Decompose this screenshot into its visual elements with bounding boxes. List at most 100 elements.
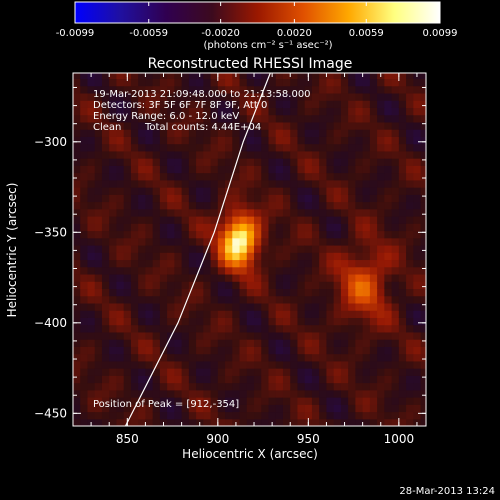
heatmap-cell [348,397,356,405]
heatmap-cell [283,216,291,224]
heatmap-cell [218,252,226,260]
heatmap-cell [225,202,233,210]
heatmap-cell [406,209,414,217]
heatmap-cell [160,238,168,246]
heatmap-cell [153,267,161,275]
heatmap-cell [283,412,291,420]
heatmap-cell [225,339,233,347]
heatmap-cell [399,288,407,296]
heatmap-cell [95,368,103,376]
heatmap-cell [203,180,211,188]
heatmap-cell [218,165,226,173]
heatmap-cell [334,173,342,181]
heatmap-cell [95,238,103,246]
heatmap-cell [341,173,349,181]
heatmap-cell [80,71,88,79]
heatmap-cell [406,390,414,398]
heatmap-cell [218,158,226,166]
heatmap-cell [348,100,356,108]
heatmap-cell [305,100,313,108]
heatmap-cell [218,151,226,159]
heatmap-cell [406,180,414,188]
heatmap-cell [87,310,95,318]
heatmap-cell [153,325,161,333]
heatmap-cell [247,368,255,376]
heatmap-cell [413,310,421,318]
chart-title: Reconstructed RHESSI Image [148,56,353,72]
heatmap-cell [413,317,421,325]
heatmap-cell [254,303,262,311]
heatmap-cell [225,412,233,420]
heatmap-cell [124,390,132,398]
heatmap-cell [145,202,153,210]
heatmap-cell [189,245,197,253]
heatmap-cell [312,100,320,108]
heatmap-cell [211,151,219,159]
heatmap-cell [341,383,349,391]
heatmap-cell [247,317,255,325]
heatmap-cell [297,223,305,231]
heatmap-cell [218,361,226,369]
heatmap-cell [363,390,371,398]
heatmap-cell [355,288,363,296]
heatmap-cell [334,129,342,137]
heatmap-cell [225,151,233,159]
heatmap-cell [334,115,342,123]
heatmap-cell [421,325,429,333]
heatmap-cell [80,144,88,152]
heatmap-cell [406,296,414,304]
heatmap-cell [261,404,269,412]
heatmap-cell [189,267,197,275]
heatmap-cell [211,267,219,275]
heatmap-cell [124,368,132,376]
heatmap-cell [167,165,175,173]
heatmap-cell [269,216,277,224]
heatmap-cell [182,332,190,340]
heatmap-cell [334,194,342,202]
heatmap-cell [406,165,414,173]
heatmap-cell [131,252,139,260]
heatmap-cell [73,180,81,188]
heatmap-cell [153,339,161,347]
heatmap-cell [131,158,139,166]
heatmap-cell [232,223,240,231]
heatmap-cell [153,317,161,325]
heatmap-cell [138,194,146,202]
heatmap-cell [341,209,349,217]
heatmap-cell [261,383,269,391]
heatmap-cell [225,383,233,391]
heatmap-cell [297,238,305,246]
heatmap-cell [240,368,248,376]
heatmap-cell [319,404,327,412]
heatmap-cell [283,332,291,340]
heatmap-cell [348,354,356,362]
heatmap-cell [182,252,190,260]
heatmap-cell [370,202,378,210]
heatmap-cell [370,267,378,275]
heatmap-cell [174,223,182,231]
heatmap-cell [261,180,269,188]
heatmap-cell [341,274,349,282]
heatmap-cell [406,86,414,94]
heatmap-cell [384,412,392,420]
heatmap-cell [131,245,139,253]
heatmap-cell [421,303,429,311]
heatmap-cell [218,187,226,195]
heatmap-cell [95,252,103,260]
heatmap-cell [218,303,226,311]
heatmap-cell [312,122,320,130]
heatmap-cell [116,173,124,181]
heatmap-cell [153,390,161,398]
heatmap-cell [124,288,132,296]
heatmap-cell [341,245,349,253]
heatmap-cell [102,216,110,224]
heatmap-cell [334,158,342,166]
heatmap-cell [87,252,95,260]
heatmap-cell [261,158,269,166]
heatmap-cell [355,165,363,173]
heatmap-cell [370,303,378,311]
heatmap-cell [406,230,414,238]
heatmap-cell [87,332,95,340]
heatmap-cell [160,375,168,383]
heatmap-cell [182,412,190,420]
